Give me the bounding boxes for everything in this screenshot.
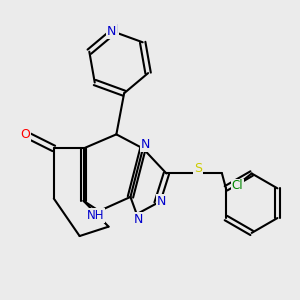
Text: Cl: Cl xyxy=(232,179,243,193)
Text: O: O xyxy=(20,128,30,141)
Text: N: N xyxy=(134,213,143,226)
Text: S: S xyxy=(194,162,202,175)
Text: N: N xyxy=(109,23,118,36)
Text: N: N xyxy=(107,25,116,38)
Text: N: N xyxy=(141,138,150,151)
Text: NH: NH xyxy=(86,209,104,222)
Text: N: N xyxy=(157,195,166,208)
